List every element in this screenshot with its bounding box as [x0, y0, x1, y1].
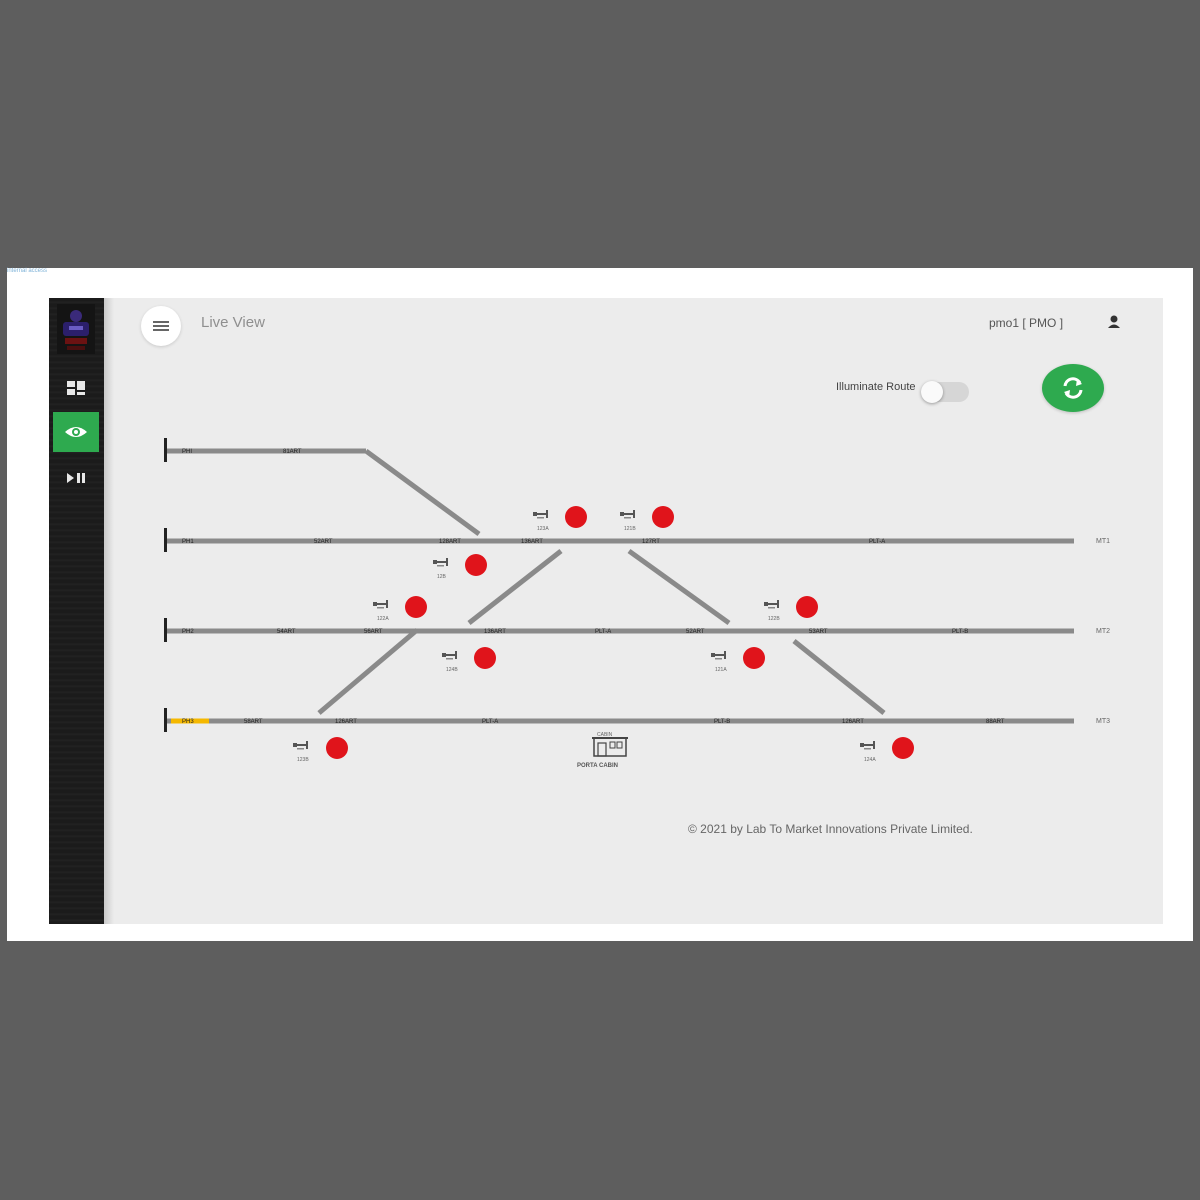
signal-12b[interactable]: 12B [433, 554, 487, 580]
track-crossover [627, 548, 731, 626]
refresh-icon [1063, 377, 1083, 399]
app-window: Live View pmo1 [ PMO ] Illuminate Route [49, 298, 1163, 924]
signal-124a[interactable]: 124A [860, 737, 914, 763]
signal-123b[interactable]: 123B [293, 737, 348, 763]
signal-label: 121B [624, 526, 636, 532]
signal-123a[interactable]: 123A [533, 506, 587, 532]
segment-label: 56ART [364, 629, 383, 635]
refresh-button[interactable] [1042, 364, 1104, 412]
porta-cabin[interactable]: CABIN PORTA CABIN [577, 732, 628, 769]
segment-label: 52ART [314, 539, 333, 545]
signal-label: 124A [864, 757, 876, 763]
illuminate-route-toggle[interactable] [921, 381, 969, 403]
nav-dashboard[interactable] [53, 368, 99, 408]
buffer-stop [164, 618, 167, 642]
line-label: PH1 [182, 539, 194, 545]
line-label: PHI [182, 449, 192, 455]
dashboard-icon [67, 381, 85, 395]
signal-122a[interactable]: 122A [373, 596, 427, 622]
signal-label: 123A [537, 526, 549, 532]
screenshot-frame: internal access [7, 268, 1193, 941]
page-title: Live View [201, 314, 265, 331]
signal-label: 122A [377, 616, 389, 622]
track-crossover [467, 549, 563, 625]
corner-link[interactable]: internal access [7, 268, 48, 274]
line-end-label: MT2 [1096, 628, 1110, 635]
buffer-stop [164, 708, 167, 732]
track-crossover [317, 628, 419, 715]
segment-label: PLT-A [482, 719, 498, 725]
track-line-3: PH2 54ART 56ART 136ART PLT-A 52ART 53ART… [164, 618, 1110, 642]
buffer-stop [164, 438, 167, 462]
segment-label: 52ART [686, 629, 705, 635]
segment-label: PLT-A [595, 629, 611, 635]
signal-121a[interactable]: 121A [711, 647, 765, 673]
illuminate-route-label: Illuminate Route [836, 381, 916, 393]
cabin-icon [592, 737, 628, 757]
user-icon[interactable] [1107, 314, 1121, 330]
toggle-knob[interactable] [921, 381, 943, 403]
segment-label: 53ART [809, 629, 828, 635]
menu-button[interactable] [141, 306, 181, 346]
segment-label: 136ART [521, 539, 543, 545]
signal-label: 123B [297, 757, 309, 763]
line-end-label: MT1 [1096, 538, 1110, 545]
segment-label: 54ART [277, 629, 296, 635]
cabin-label: PORTA CABIN [577, 763, 618, 769]
signal-label: 124B [446, 667, 458, 673]
signal-label: 122B [768, 616, 780, 622]
track-crossover [364, 448, 481, 537]
segment-label: 81ART [283, 449, 302, 455]
logo-icon [57, 304, 95, 354]
track-crossover [792, 639, 886, 715]
user-name[interactable]: pmo1 [ PMO ] [989, 316, 1064, 330]
play-pause-icon [67, 473, 85, 483]
signal-124b[interactable]: 124B [442, 647, 496, 673]
segment-label: 58ART [244, 719, 263, 725]
segment-label: 136ART [484, 629, 506, 635]
track-layout: PHI 81ART PH1 52ART 128ART 136ART 127RT … [164, 438, 1110, 769]
sidebar [49, 298, 104, 924]
track-line-4: PH3 58ART 126ART PLT-A PLT-B 126ART 88AR… [164, 708, 1110, 732]
track-line-2: PH1 52ART 128ART 136ART 127RT PLT-A MT1 [164, 528, 1110, 552]
cabin-top-label: CABIN [597, 732, 613, 738]
signal-label: 121A [715, 667, 727, 673]
segment-label: 127RT [642, 539, 660, 545]
signal-122b[interactable]: 122B [764, 596, 818, 622]
track-line-1: PHI 81ART [164, 438, 366, 462]
signal-121b[interactable]: 121B [620, 506, 674, 532]
nav-playback[interactable] [53, 458, 99, 498]
buffer-stop [164, 528, 167, 552]
sidebar-shadow [104, 298, 114, 924]
line-label: PH3 [182, 719, 194, 725]
line-label: PH2 [182, 629, 194, 635]
line-end-label: MT3 [1096, 718, 1110, 725]
segment-label: PLT-B [714, 719, 730, 725]
segment-label: PLT-A [869, 539, 885, 545]
segment-label: PLT-B [952, 629, 968, 635]
segment-label: 88ART [986, 719, 1005, 725]
segment-label: 126ART [335, 719, 357, 725]
segment-label: 128ART [439, 539, 461, 545]
nav-live-view[interactable] [53, 412, 99, 452]
footer-copyright: © 2021 by Lab To Market Innovations Priv… [688, 822, 973, 836]
signal-label: 12B [437, 574, 447, 580]
segment-label: 126ART [842, 719, 864, 725]
menu-icon [153, 321, 169, 331]
eye-icon [65, 427, 87, 437]
